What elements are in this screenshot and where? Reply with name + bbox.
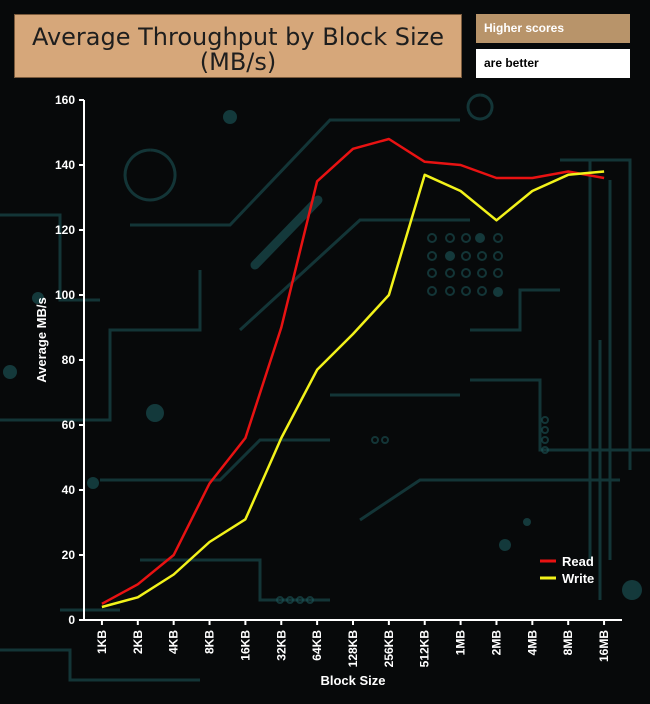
y-tick-label: 140 — [55, 158, 75, 172]
y-tick-label: 60 — [62, 418, 76, 432]
x-tick-label: 2KB — [131, 630, 145, 654]
chart-title-box: Average Throughput by Block Size (MB/s) — [14, 14, 462, 78]
y-tick-label: 80 — [62, 353, 76, 367]
x-tick-label: 4KB — [167, 630, 181, 654]
are-better-note: are better — [476, 49, 630, 78]
x-tick-label: 16MB — [597, 630, 611, 662]
series-line-write — [101, 170, 605, 609]
legend-label-read: Read — [562, 554, 594, 569]
y-tick-label: 0 — [68, 613, 75, 627]
higher-scores-note: Higher scores — [476, 14, 630, 43]
x-tick-label: 16KB — [238, 630, 252, 661]
x-tick-label: 1KB — [95, 630, 109, 654]
chart-legend: Read Write — [540, 554, 594, 586]
x-tick-label: 256KB — [382, 630, 396, 668]
x-tick-label: 8KB — [203, 630, 217, 654]
x-tick-label: 64KB — [310, 630, 324, 661]
y-tick-label: 20 — [62, 548, 76, 562]
y-tick-label: 40 — [62, 483, 76, 497]
x-tick-label: 4MB — [525, 630, 539, 656]
series-lines — [101, 137, 605, 609]
chart-subtitle: (MB/s) — [199, 48, 277, 76]
y-axis-ticks: 0 20 40 60 80 100 120 140 160 — [55, 93, 84, 627]
x-axis-ticks: 1KB 2KB 4KB 8KB 16KB 32KB 64KB 128KB 256KB 512KB 1… — [95, 620, 611, 667]
x-tick-label: 8MB — [561, 630, 575, 656]
x-tick-label: 512KB — [418, 630, 432, 668]
legend-label-write: Write — [562, 571, 594, 586]
y-tick-label: 160 — [55, 93, 75, 107]
x-tick-label: 1MB — [454, 630, 468, 656]
y-tick-label: 100 — [55, 288, 75, 302]
y-axis-title: Average MB/s — [34, 297, 49, 383]
chart-title: Average Throughput by Block Size — [31, 23, 445, 51]
series-line-read — [101, 137, 605, 605]
y-tick-label: 120 — [55, 223, 75, 237]
x-tick-label: 128KB — [346, 630, 360, 668]
x-axis-title: Block Size — [320, 673, 385, 688]
x-tick-label: 2MB — [489, 630, 503, 656]
x-tick-label: 32KB — [274, 630, 288, 661]
